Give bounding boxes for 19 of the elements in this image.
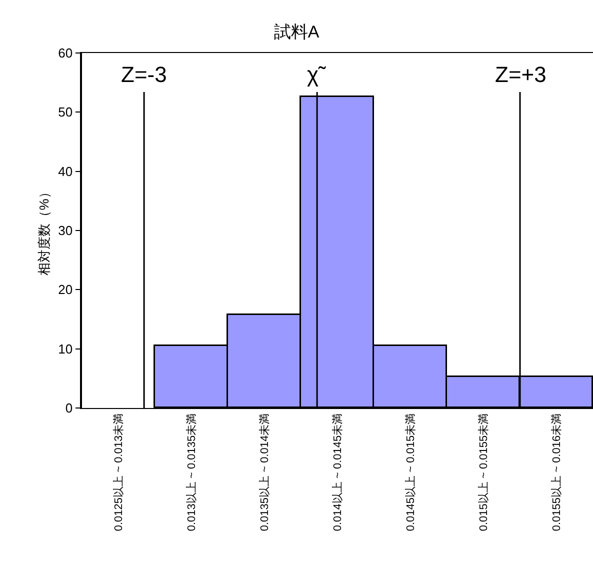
y-tick-label: 30 [58,223,73,238]
y-tick-label: 60 [58,46,73,61]
y-tick-label: 40 [58,164,73,179]
y-axis-title: 相対度数（%） [36,186,52,276]
annotation: χ̃ [307,62,327,87]
x-tick-label: 0.015以上 ~ 0.0155未満 [477,413,490,532]
x-tick-label: 0.0125以上 ~ 0.013未満 [112,413,126,532]
y-tick-label: 10 [58,341,73,356]
x-tick-label: 0.0135以上 ~ 0.014未満 [258,413,272,532]
x-tick-label: 0.014以上 ~ 0.0145未満 [331,413,344,532]
annotation: Z=+3 [495,62,546,87]
chart-title: 試料A [274,22,320,42]
y-tick-label: 0 [65,400,73,416]
y-tick-label: 20 [58,282,73,298]
x-tick-label: 0.0155以上 ~ 0.016未満 [550,413,564,532]
annotation: Z=-3 [121,62,167,87]
x-tick-label: 0.0145以上 ~ 0.015未満 [404,413,418,532]
y-tick-label: 50 [58,104,73,120]
x-tick-label: 0.013以上 ~ 0.0135未満 [185,413,198,532]
